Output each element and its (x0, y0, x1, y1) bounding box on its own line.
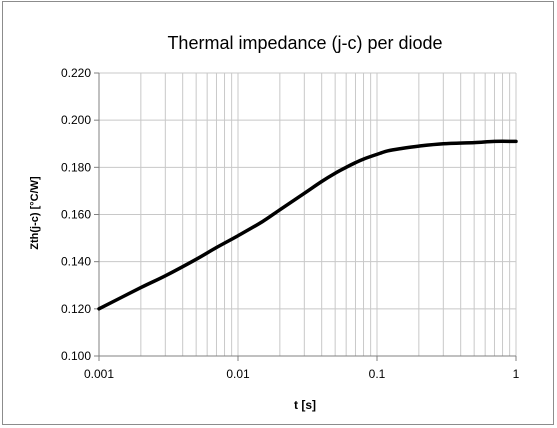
x-tick-label: 0.01 (226, 367, 250, 381)
y-tick-label: 0.180 (61, 160, 91, 174)
tick-labels: 0.100 0.120 0.140 0.160 0.180 0.200 0.220 0.001… (61, 66, 520, 381)
y-tick-label: 0.140 (61, 255, 91, 269)
x-tick-label: 0.1 (369, 367, 386, 381)
chart-title: Thermal impedance (j-c) per diode (167, 33, 442, 53)
x-axis-label: t [s] (294, 398, 316, 412)
series-line-0 (97, 139, 518, 311)
grid (98, 72, 517, 357)
y-tick-label: 0.220 (61, 66, 91, 80)
x-tick-label: 0.001 (84, 367, 114, 381)
chart: Thermal impedance (j-c) per diode 0.1000… (29, 33, 520, 412)
x-tick-label: 1 (513, 367, 520, 381)
y-tick-label: 0.160 (61, 208, 91, 222)
y-tick-label: 0.100 (61, 349, 91, 363)
y-tick-label: 0.200 (61, 113, 91, 127)
y-tick-label: 0.120 (61, 302, 91, 316)
y-axis-label: Zth(j-c) [°C/W] (29, 176, 41, 250)
series-layer (97, 139, 518, 311)
axes (94, 72, 517, 361)
